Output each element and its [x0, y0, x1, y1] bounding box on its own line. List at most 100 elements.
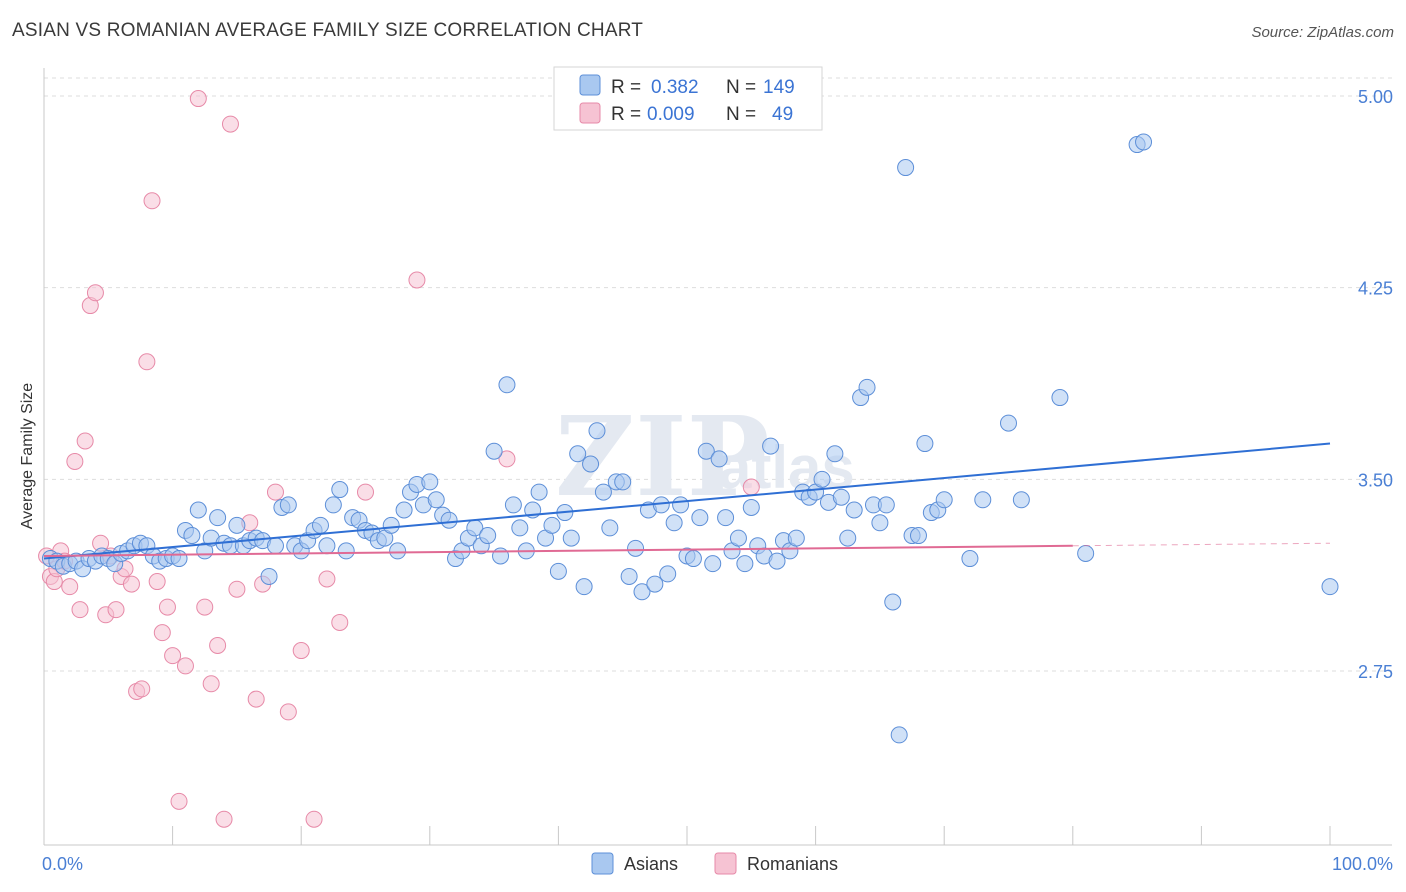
asian-point — [684, 550, 702, 568]
asian-point — [1000, 414, 1017, 432]
romanian-point — [158, 598, 176, 616]
asian-point — [485, 442, 503, 460]
romanian-point — [357, 483, 374, 501]
top-legend: R = 0.382 N = 149 R = 0.009 N = 49 — [553, 66, 823, 131]
romanian-point — [331, 613, 349, 631]
asian-point — [832, 488, 850, 506]
legend-romanian-swatch — [579, 102, 601, 124]
bottom-legend-romanian-swatch — [714, 852, 737, 875]
asian-point — [916, 435, 934, 453]
romanian-point — [76, 432, 94, 450]
asian-point — [909, 527, 927, 545]
asian-point — [620, 567, 638, 585]
romanian-trend-line — [43, 544, 1073, 557]
chart-title: ASIAN VS ROMANIAN AVERAGE FAMILY SIZE CO… — [12, 20, 644, 41]
romanian-point — [196, 598, 214, 616]
asian-point — [736, 555, 754, 573]
x-tick-label-min: 0.0% — [42, 854, 83, 874]
asian-point — [189, 501, 207, 519]
romanian-point — [138, 353, 156, 371]
asian-point — [492, 547, 510, 565]
asian-point — [704, 555, 722, 573]
romanian-point — [153, 624, 171, 642]
asian-point — [646, 575, 664, 593]
asian-point — [440, 511, 458, 529]
asian-point — [826, 445, 844, 463]
romanian-point — [305, 810, 323, 828]
asian-point — [652, 496, 670, 514]
romanian-point — [164, 647, 182, 665]
asian-point — [588, 422, 606, 440]
romanian-point — [247, 690, 265, 708]
asian-point — [897, 159, 915, 177]
legend-asian-n-value: 149 — [763, 77, 795, 98]
romanian-point — [107, 601, 125, 619]
romanian-trend-extension — [1072, 542, 1331, 547]
romanian-point — [148, 573, 166, 591]
watermark-atlas: atlas — [718, 434, 855, 501]
asian-point — [729, 529, 747, 547]
legend-romanian-r-value: 0.009 — [647, 104, 695, 125]
asian-point — [871, 514, 889, 532]
asian-point — [337, 542, 355, 560]
asian-point — [768, 552, 786, 570]
romanian-point — [143, 192, 161, 210]
bottom-legend-romanian-label: Romanians — [747, 854, 838, 874]
asian-point — [858, 378, 876, 396]
y-tick-label: 3.50 — [1358, 470, 1393, 490]
legend-asian-n-label: N = — [726, 77, 756, 98]
asian-point — [228, 516, 246, 534]
source-credit: Source: ZipAtlas.com — [1251, 24, 1394, 41]
asian-point — [260, 567, 278, 585]
asian-point — [389, 542, 407, 560]
asian-point — [884, 593, 902, 611]
asian-point — [717, 509, 735, 527]
asian-point — [582, 455, 600, 473]
asian-point — [562, 529, 580, 547]
asian-point — [665, 514, 683, 532]
asian-point — [762, 437, 780, 455]
y-tick-label: 2.75 — [1358, 662, 1393, 682]
asian-point — [672, 496, 690, 514]
romanian-point — [221, 115, 239, 133]
asian-point — [498, 376, 516, 394]
romanian-point — [742, 478, 760, 496]
asian-point — [1051, 389, 1069, 407]
asian-point — [575, 578, 593, 596]
asian-point — [974, 491, 992, 509]
asian-point — [1135, 133, 1153, 151]
romanian-point — [189, 90, 207, 108]
asian-point — [627, 539, 645, 557]
asian-point — [691, 509, 709, 527]
romanian-point — [279, 703, 297, 721]
asian-point — [395, 501, 413, 519]
bottom-legend-asian-swatch — [591, 852, 614, 875]
romanian-point — [86, 284, 104, 302]
romanian-point — [215, 810, 233, 828]
asian-point — [742, 498, 760, 516]
asian-point — [877, 496, 895, 514]
romanian-point — [266, 483, 284, 501]
romanian-point — [122, 575, 140, 593]
y-tick-label: 4.25 — [1358, 279, 1393, 299]
romanian-point — [170, 792, 188, 810]
asian-point — [1012, 491, 1030, 509]
asian-points — [41, 133, 1339, 744]
romanian-point — [228, 580, 246, 598]
y-tick-label: 5.00 — [1358, 87, 1393, 107]
asian-point — [710, 450, 728, 468]
asian-point — [530, 483, 548, 501]
asian-point — [318, 537, 336, 555]
asian-point — [549, 562, 567, 580]
asian-point — [427, 491, 445, 509]
trend-lines — [43, 442, 1331, 560]
asian-point — [813, 470, 831, 488]
romanian-point — [202, 675, 220, 693]
x-tick-labels: 0.0% 100.0% — [42, 854, 1393, 874]
bottom-legend-asian-label: Asians — [624, 854, 678, 874]
asian-point — [594, 483, 612, 501]
legend-asian-swatch — [579, 74, 601, 96]
asian-point — [961, 550, 979, 568]
asian-point — [659, 565, 677, 583]
x-tick-label-max: 100.0% — [1332, 854, 1393, 874]
